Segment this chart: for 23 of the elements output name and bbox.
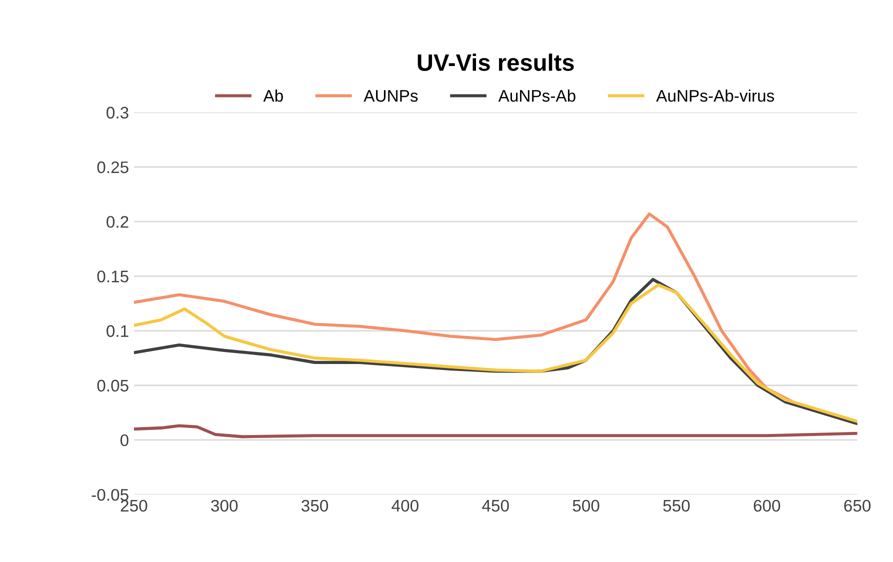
y-tick-label: 0 [120, 434, 128, 446]
x-tick-label: 550 [663, 500, 690, 512]
y-tick-label: 0.05 [97, 380, 128, 392]
line-series [134, 424, 858, 438]
legend-label: Ab [263, 90, 283, 102]
x-tick-label: 650 [844, 500, 871, 512]
chart-title: UV-Vis results [418, 54, 574, 71]
y-tick-label: -0.05 [92, 488, 128, 501]
legend-label: AuNPs-Ab-virus [656, 90, 774, 102]
y-tick-label: 0.1 [106, 325, 128, 337]
x-tick-label: 300 [211, 500, 238, 512]
x-tick-label: 600 [754, 500, 780, 512]
x-tick-label: 350 [302, 500, 328, 512]
x-tick-label: 450 [482, 500, 509, 512]
legend-label: AuNPs-Ab [498, 90, 576, 102]
y-tick-label: 0.25 [97, 161, 128, 174]
legend-label: AUNPs [364, 90, 418, 102]
y-tick-label: 0.2 [106, 216, 128, 228]
x-tick-label: 400 [392, 500, 418, 512]
x-tick-label: 500 [572, 500, 600, 512]
y-tick-label: 0.15 [97, 270, 128, 282]
x-tick-label: 250 [120, 500, 148, 512]
y-tick-label: 0.3 [106, 106, 128, 119]
